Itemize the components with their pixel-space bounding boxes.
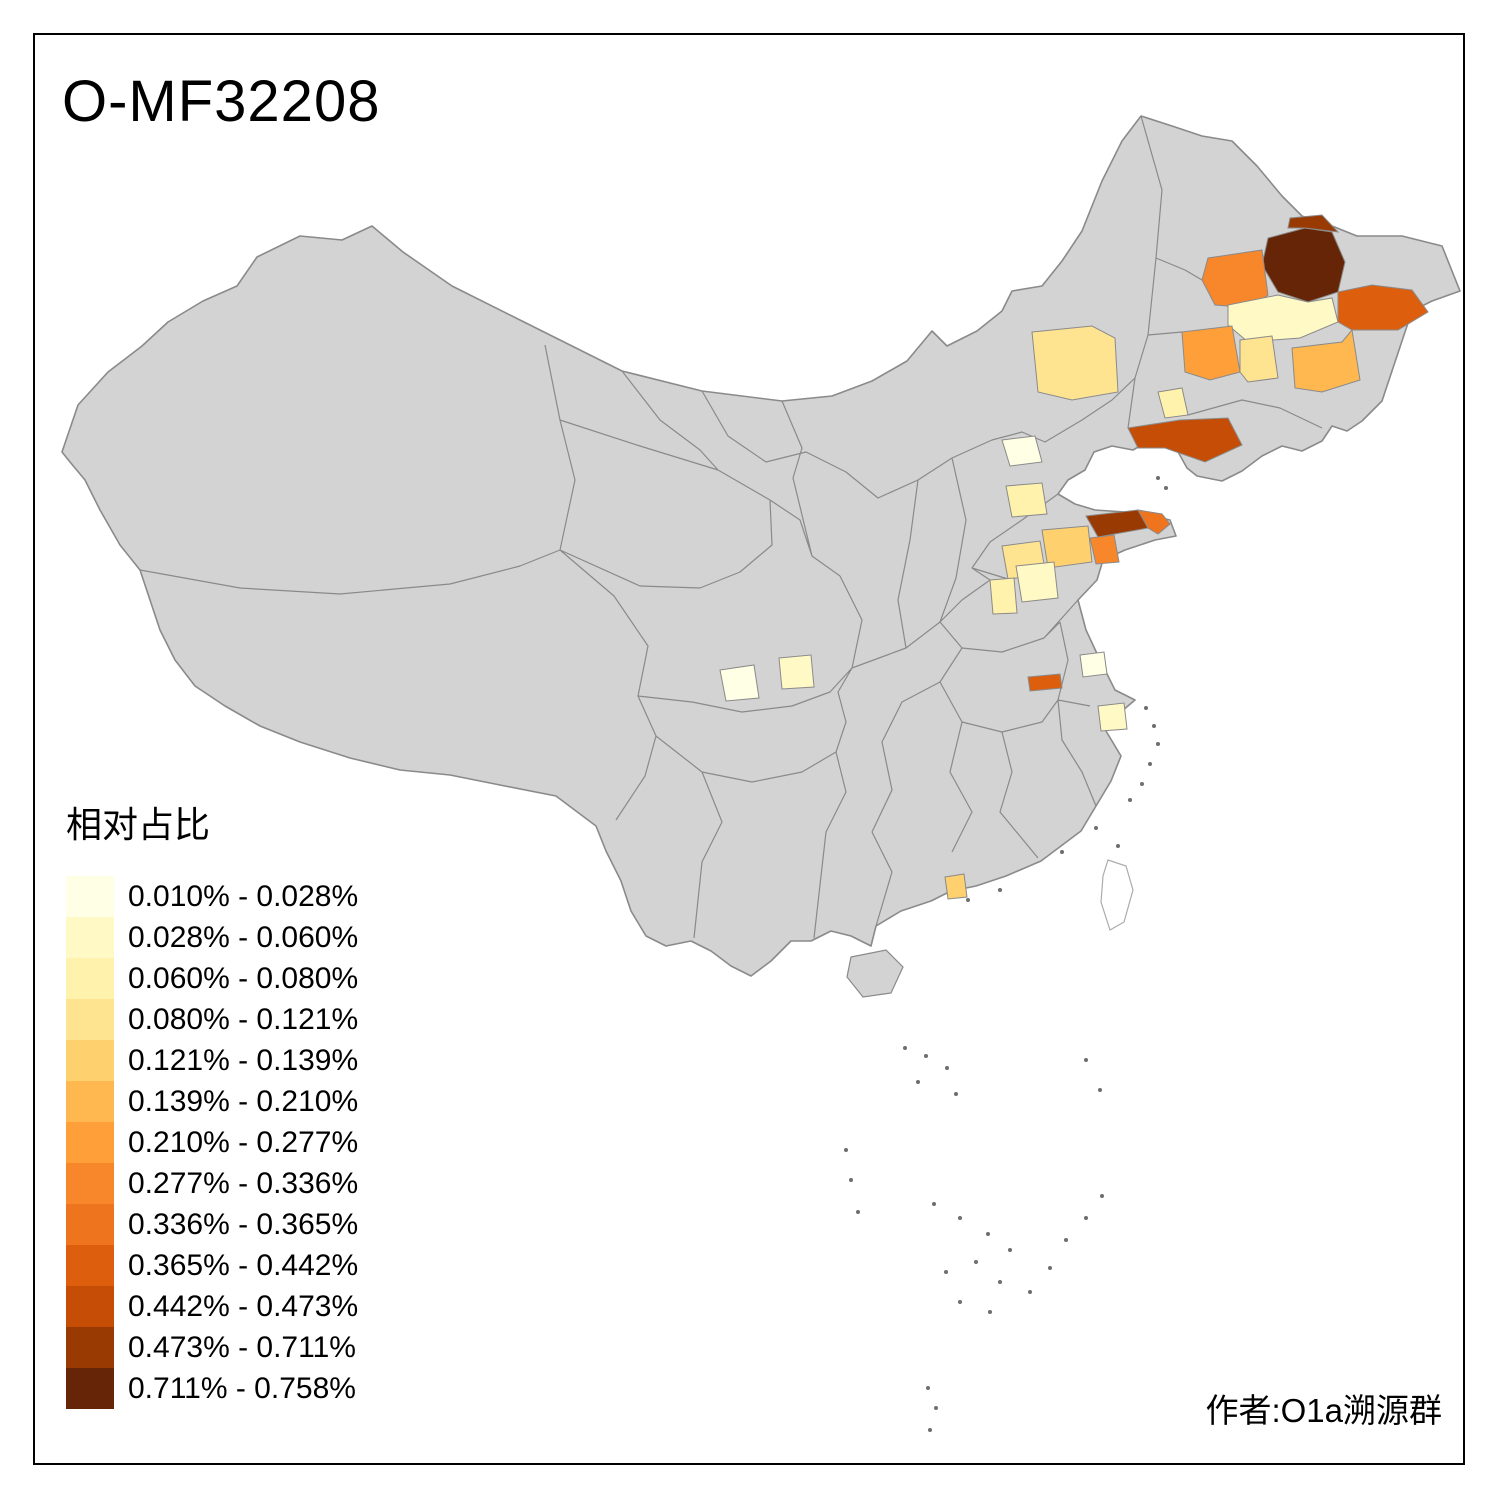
legend-item-label: 0.139% - 0.210% <box>128 1084 359 1118</box>
legend-item: 0.442% - 0.473% <box>66 1286 358 1327</box>
legend-swatch <box>66 1368 114 1409</box>
legend-item: 0.473% - 0.711% <box>66 1327 358 1368</box>
map-region <box>1181 325 1241 381</box>
page-title: O-MF32208 <box>62 69 381 134</box>
map-region <box>1137 509 1171 535</box>
legend-item: 0.336% - 0.365% <box>66 1204 358 1245</box>
legend-item-label: 0.277% - 0.336% <box>128 1166 359 1200</box>
map-region <box>944 873 968 900</box>
hainan-shape <box>846 949 904 998</box>
legend-item: 0.080% - 0.121% <box>66 999 358 1040</box>
taiwan-shape <box>1100 859 1134 931</box>
legend-item-label: 0.060% - 0.080% <box>128 961 359 995</box>
legend-swatch <box>66 958 114 999</box>
map-region <box>1157 387 1189 419</box>
legend-item: 0.277% - 0.336% <box>66 1163 358 1204</box>
legend-item: 0.711% - 0.758% <box>66 1368 358 1409</box>
map-region <box>1337 284 1429 331</box>
legend-swatch <box>66 1327 114 1368</box>
legend-item: 0.121% - 0.139% <box>66 1040 358 1081</box>
legend-item: 0.139% - 0.210% <box>66 1081 358 1122</box>
map-region <box>1291 328 1361 393</box>
mainland-shape <box>61 115 1461 977</box>
province-boundaries <box>139 115 1323 939</box>
legend-item: 0.060% - 0.080% <box>66 958 358 999</box>
legend-swatch <box>66 999 114 1040</box>
sea-islands <box>844 476 1168 1432</box>
author-credit: 作者:O1a溯源群 <box>1205 1392 1442 1429</box>
map-region <box>778 654 815 690</box>
legend-swatch <box>66 876 114 917</box>
legend-item-label: 0.080% - 0.121% <box>128 1002 359 1036</box>
legend: 相对占比 0.010% - 0.028% 0.028% - 0.060% 0.060… <box>66 796 358 1409</box>
legend-swatch <box>66 1040 114 1081</box>
map-region <box>989 577 1018 615</box>
legend-item: 0.365% - 0.442% <box>66 1245 358 1286</box>
colored-regions <box>719 214 1429 900</box>
map-region <box>1127 417 1243 463</box>
legend-swatch <box>66 1204 114 1245</box>
legend-swatch <box>66 1163 114 1204</box>
legend-item-label: 0.010% - 0.028% <box>128 879 359 913</box>
map-region <box>1239 335 1279 383</box>
map-region <box>719 664 760 702</box>
legend-item-label: 0.442% - 0.473% <box>128 1289 359 1323</box>
legend-item-label: 0.365% - 0.442% <box>128 1248 359 1282</box>
legend-item-label: 0.473% - 0.711% <box>128 1330 356 1364</box>
legend-item-label: 0.028% - 0.060% <box>128 920 359 954</box>
legend-items: 0.010% - 0.028% 0.028% - 0.060% 0.060% - 0… <box>66 876 358 1409</box>
legend-item-label: 0.711% - 0.758% <box>128 1371 356 1405</box>
plot-border <box>33 33 1465 1465</box>
map-region <box>1287 214 1340 233</box>
legend-item-label: 0.121% - 0.139% <box>128 1043 359 1077</box>
legend-swatch <box>66 1245 114 1286</box>
legend-swatch <box>66 917 114 958</box>
map-region <box>1031 325 1119 401</box>
map-region <box>1041 525 1093 569</box>
legend-swatch <box>66 1286 114 1327</box>
map-region <box>1027 673 1063 692</box>
map-region <box>1097 702 1128 732</box>
legend-swatch <box>66 1081 114 1122</box>
map-region <box>1005 482 1048 518</box>
map-region <box>1089 534 1120 565</box>
legend-item-label: 0.336% - 0.365% <box>128 1207 359 1241</box>
legend-item: 0.010% - 0.028% <box>66 876 358 917</box>
map-region <box>1015 561 1059 603</box>
map-region <box>1001 435 1043 467</box>
map-region <box>1079 651 1108 678</box>
legend-swatch <box>66 1122 114 1163</box>
legend-title: 相对占比 <box>66 804 211 845</box>
legend-item: 0.028% - 0.060% <box>66 917 358 958</box>
legend-item-label: 0.210% - 0.277% <box>128 1125 359 1159</box>
legend-item: 0.210% - 0.277% <box>66 1122 358 1163</box>
